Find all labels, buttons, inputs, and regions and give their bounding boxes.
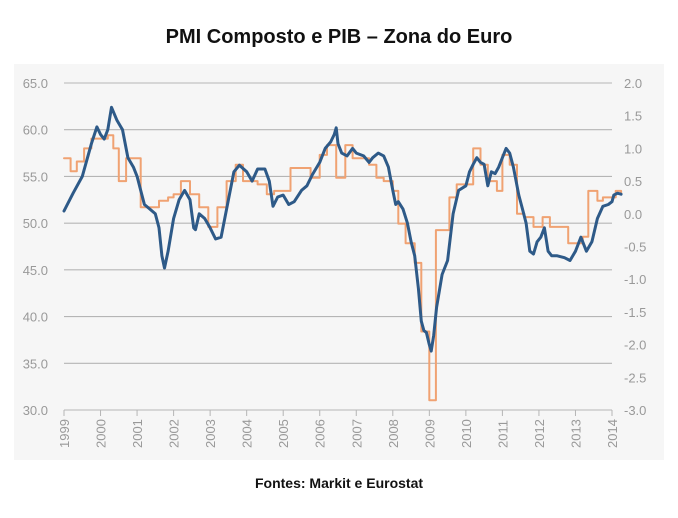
y-right-tick-label: -2.5 — [624, 370, 646, 385]
x-tick-label: 2005 — [276, 419, 291, 448]
y-left-tick-label: 50.0 — [23, 216, 48, 231]
y-right-tick-label: 0.0 — [624, 207, 642, 222]
x-tick-label: 1999 — [57, 419, 72, 448]
chart-title: PMI Composto e PIB – Zona do Euro — [165, 26, 513, 48]
x-tick-label: 2014 — [605, 419, 620, 448]
y-right-tick-label: 2.0 — [624, 76, 642, 91]
x-tick-label: 2004 — [240, 419, 255, 448]
x-tick-label: 2003 — [203, 419, 218, 448]
y-right-tick-label: 0.5 — [624, 174, 642, 189]
y-right-tick-label: -3.0 — [624, 403, 646, 418]
y-right-tick-label: -1.0 — [624, 272, 646, 287]
y-right-tick-label: -1.5 — [624, 305, 646, 320]
series-line-pmi — [62, 105, 623, 353]
y-left-tick-label: 30.0 — [23, 403, 48, 418]
chart-source: Fontes: Markit e Eurostat — [254, 475, 424, 491]
x-tick-label: 2012 — [532, 419, 547, 448]
x-tick-label: 2009 — [422, 419, 437, 448]
y-left-tick-label: 65.0 — [23, 76, 48, 91]
y-left-tick-label: 40.0 — [23, 310, 48, 325]
y-right-tick-label: 1.0 — [624, 141, 642, 156]
x-tick-label: 2006 — [313, 419, 328, 448]
x-tick-label: 2013 — [568, 419, 583, 448]
y-left-tick-label: 45.0 — [23, 263, 48, 278]
y-left-tick-label: 60.0 — [23, 123, 48, 138]
x-tick-label: 2001 — [130, 419, 145, 448]
x-tick-label: 2008 — [386, 419, 401, 448]
y-right-tick-label: -2.0 — [624, 338, 646, 353]
y-left-tick-label: 35.0 — [23, 356, 48, 371]
y-right-tick-label: 1.5 — [624, 109, 642, 124]
x-tick-label: 2011 — [495, 420, 510, 448]
y-left-tick-label: 55.0 — [23, 169, 48, 184]
y-right-tick-label: -0.5 — [624, 240, 646, 255]
series-line-gdp — [63, 134, 623, 402]
x-tick-label: 2007 — [349, 419, 364, 448]
x-tick-label: 2010 — [459, 419, 474, 448]
x-tick-label: 2002 — [167, 419, 182, 448]
x-tick-label: 2000 — [94, 419, 109, 448]
